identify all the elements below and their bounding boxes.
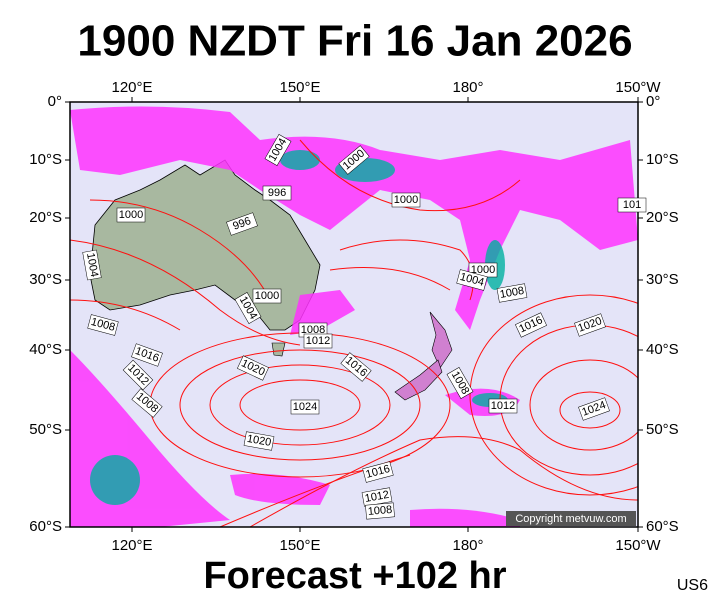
- label-box: [243, 431, 275, 451]
- lat-label: 30°S: [646, 271, 679, 288]
- isobar-label: 1000: [391, 192, 421, 208]
- forecast-label: Forecast +102 hr: [203, 555, 506, 597]
- isobar-label: 1020: [574, 313, 606, 337]
- label-box: [131, 388, 163, 418]
- product-code: US6: [677, 577, 708, 594]
- label-box: [340, 352, 372, 382]
- isobar-value: 1000: [119, 209, 143, 221]
- lat-label: 50°S: [646, 421, 679, 438]
- lat-label: 10°S: [29, 151, 62, 168]
- isobar-value: 1020: [246, 433, 272, 449]
- isobar-value: 1012: [364, 489, 390, 505]
- label-box: [252, 288, 282, 304]
- label-box: [617, 197, 647, 213]
- map-area: [70, 102, 638, 527]
- isobar-value: 1008: [301, 324, 325, 336]
- label-box: [303, 333, 333, 349]
- lat-label: 0°: [646, 93, 660, 110]
- isobar-label: 1024: [578, 397, 610, 421]
- label-box: [262, 185, 292, 201]
- isobar-label: 1008: [87, 314, 119, 336]
- label-box: [116, 207, 146, 223]
- isobar-label: 1000: [468, 262, 498, 278]
- label-box: [87, 314, 119, 336]
- isobar-value: 1024: [293, 401, 317, 413]
- lat-label: 60°S: [646, 518, 679, 535]
- label-box: [496, 283, 528, 303]
- isobar-label: 1008: [496, 283, 528, 303]
- lon-label: 150°E: [279, 79, 320, 96]
- label-box: [131, 343, 163, 367]
- isobar-value: 996: [231, 215, 252, 233]
- lat-label: 20°S: [646, 209, 679, 226]
- isobar-label: 996: [262, 185, 292, 201]
- isobar-value: 1000: [394, 194, 418, 206]
- isobar-label: 1008: [131, 388, 163, 418]
- lat-label: 50°S: [29, 421, 62, 438]
- copyright: Copyright metvuw.com: [515, 513, 626, 525]
- lat-label: 60°S: [29, 518, 62, 535]
- lat-label: 10°S: [646, 151, 679, 168]
- isobar-value: 1004: [84, 252, 100, 278]
- isobar-value: 1008: [499, 285, 525, 301]
- label-box: [362, 461, 394, 483]
- isobar-label: 1016: [131, 343, 163, 367]
- isobars: [70, 139, 638, 527]
- label-box: [515, 312, 547, 338]
- isobar-label: 1008: [298, 322, 328, 338]
- label-box: [82, 249, 102, 281]
- lat-label: 30°S: [29, 271, 62, 288]
- lat-label: 40°S: [29, 341, 62, 358]
- isobar-value: 1012: [306, 335, 330, 347]
- label-box: [264, 134, 292, 166]
- title: 1900 NZDT Fri 16 Jan 2026: [77, 17, 632, 66]
- lat-label: 40°S: [646, 341, 679, 358]
- isobar-label: 1024: [290, 399, 320, 415]
- lon-label: 180°: [452, 79, 483, 96]
- isobar-value: 1000: [255, 290, 279, 302]
- isobar-value: 996: [268, 187, 286, 199]
- isobar-label: 101: [617, 197, 647, 213]
- label-box: [290, 399, 320, 415]
- isobar-label: 1004: [82, 249, 102, 281]
- label-box: [456, 269, 488, 291]
- map-frame: [69, 101, 639, 528]
- lat-label: 20°S: [29, 209, 62, 226]
- label-box: [574, 313, 606, 337]
- label-box: [578, 397, 610, 421]
- label-box: [226, 212, 258, 236]
- lon-label: 180°: [452, 537, 483, 554]
- label-box: [122, 359, 154, 391]
- lon-label: 150°W: [615, 79, 661, 96]
- lon-label: 120°E: [111, 79, 152, 96]
- label-box: [237, 355, 269, 381]
- isobar-label: 1012: [488, 398, 518, 414]
- lon-label: 150°W: [615, 537, 661, 554]
- lat-label: 0°: [48, 93, 62, 110]
- label-box: [446, 367, 474, 399]
- label-box: [365, 502, 395, 520]
- isobar-value: 1000: [471, 264, 495, 276]
- lon-label: 120°E: [111, 537, 152, 554]
- isobar-value: 1012: [491, 400, 515, 412]
- isobar-label: 1008: [365, 502, 395, 520]
- isobar-label: 1004: [456, 269, 488, 291]
- isobar-label: 1000: [116, 207, 146, 223]
- isobar-label: 1016: [362, 461, 394, 483]
- label-box: [338, 145, 370, 175]
- isobar-label: 996: [226, 212, 258, 236]
- lon-label: 150°E: [279, 537, 320, 554]
- isobar-label: 1012: [303, 333, 333, 349]
- isobar-label: 1020: [243, 431, 275, 451]
- isobar-value: 101: [623, 199, 641, 211]
- label-box: [391, 192, 421, 208]
- isobar-label: 1000: [252, 288, 282, 304]
- isobar-label: 1012: [361, 487, 393, 507]
- isobar-value: 1008: [367, 504, 392, 518]
- label-box: [234, 292, 262, 324]
- label-box: [488, 398, 518, 414]
